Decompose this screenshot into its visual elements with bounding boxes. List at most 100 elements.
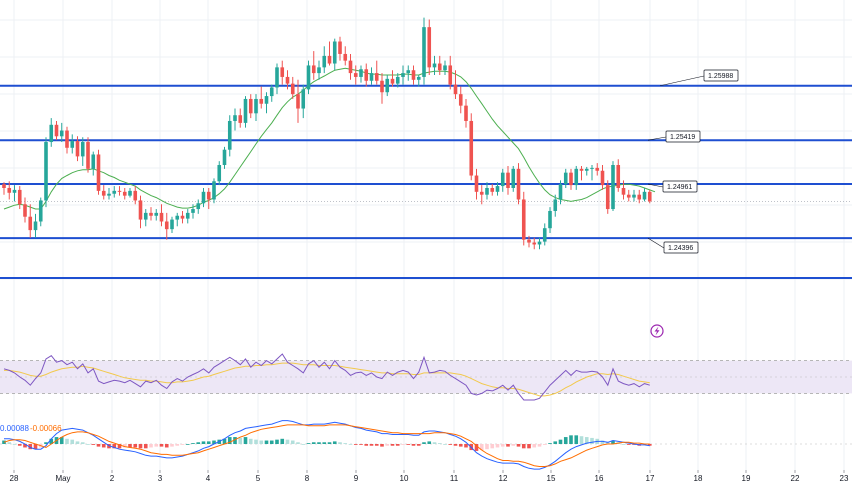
candle-body[interactable] xyxy=(12,189,17,193)
price-level-callout[interactable]: 1.24961 xyxy=(647,180,698,193)
candle-body[interactable] xyxy=(453,84,458,95)
candle-body[interactable] xyxy=(70,141,75,148)
candle-body[interactable] xyxy=(238,115,243,123)
candle-body[interactable] xyxy=(364,69,369,81)
candle-body[interactable] xyxy=(479,191,484,195)
candle-body[interactable] xyxy=(143,212,148,220)
candle-body[interactable] xyxy=(38,200,43,222)
candle-body[interactable] xyxy=(138,200,143,220)
candle-body[interactable] xyxy=(485,187,489,195)
candle-body[interactable] xyxy=(563,172,568,185)
candle-body[interactable] xyxy=(322,55,327,68)
candle-body[interactable] xyxy=(65,130,69,148)
candle-body[interactable] xyxy=(395,76,400,84)
candle-body[interactable] xyxy=(332,41,337,64)
candle-body[interactable] xyxy=(569,172,573,186)
candle-body[interactable] xyxy=(80,142,85,157)
candle-body[interactable] xyxy=(437,63,442,71)
candle-body[interactable] xyxy=(164,221,169,230)
candle-body[interactable] xyxy=(96,154,101,191)
candle-body[interactable] xyxy=(495,186,500,192)
candle-body[interactable] xyxy=(527,239,531,243)
candle-body[interactable] xyxy=(626,194,631,198)
candle-body[interactable] xyxy=(374,73,379,81)
candle-body[interactable] xyxy=(227,120,232,150)
candle-body[interactable] xyxy=(642,191,647,200)
rsi-line[interactable] xyxy=(3,353,650,401)
candle-body[interactable] xyxy=(311,65,316,74)
candle-body[interactable] xyxy=(416,76,421,80)
candle-body[interactable] xyxy=(595,167,600,171)
candle-body[interactable] xyxy=(380,80,384,93)
candle-body[interactable] xyxy=(448,65,453,85)
candle-body[interactable] xyxy=(621,187,626,195)
candle-body[interactable] xyxy=(521,199,526,240)
candle-body[interactable] xyxy=(233,115,237,121)
candle-body[interactable] xyxy=(170,219,174,230)
candle-body[interactable] xyxy=(175,215,180,220)
candle-body[interactable] xyxy=(474,175,479,192)
candle-body[interactable] xyxy=(212,181,216,200)
candle-body[interactable] xyxy=(296,94,300,109)
candle-body[interactable] xyxy=(390,78,395,84)
candle-body[interactable] xyxy=(338,41,342,54)
candle-body[interactable] xyxy=(590,167,594,169)
candle-body[interactable] xyxy=(149,212,153,216)
candle-body[interactable] xyxy=(584,168,589,171)
candle-body[interactable] xyxy=(107,193,111,196)
candle-body[interactable] xyxy=(117,190,122,192)
candle-body[interactable] xyxy=(385,78,390,93)
candle-body[interactable] xyxy=(542,228,547,242)
price-level-callout[interactable]: 1.24396 xyxy=(647,237,699,254)
candle-body[interactable] xyxy=(217,165,222,182)
candle-body[interactable] xyxy=(159,212,164,222)
candle-body[interactable] xyxy=(579,168,584,171)
candle-body[interactable] xyxy=(327,55,332,64)
candle-body[interactable] xyxy=(353,73,358,77)
candle-body[interactable] xyxy=(49,124,54,143)
candle-body[interactable] xyxy=(427,27,432,68)
candle-body[interactable] xyxy=(343,53,348,61)
candle-body[interactable] xyxy=(306,65,311,90)
candle-body[interactable] xyxy=(516,168,521,200)
candle-body[interactable] xyxy=(406,70,411,74)
candle-body[interactable] xyxy=(401,73,405,77)
candle-body[interactable] xyxy=(647,191,652,202)
candle-body[interactable] xyxy=(432,63,437,68)
candle-body[interactable] xyxy=(28,216,33,231)
price-level-callout[interactable]: 1.25419 xyxy=(647,130,701,143)
candle-body[interactable] xyxy=(75,141,80,157)
price-level-callout[interactable]: 1.25988 xyxy=(659,69,739,87)
macd-line[interactable] xyxy=(4,420,650,470)
lightning-icon[interactable] xyxy=(650,324,664,338)
candle-body[interactable] xyxy=(122,191,127,196)
candle-body[interactable] xyxy=(112,190,117,194)
candle-body[interactable] xyxy=(191,209,195,213)
candle-body[interactable] xyxy=(33,221,38,231)
candle-body[interactable] xyxy=(422,27,426,77)
candle-body[interactable] xyxy=(275,67,279,88)
candle-body[interactable] xyxy=(196,203,201,210)
candle-body[interactable] xyxy=(248,98,253,114)
candle-body[interactable] xyxy=(574,168,579,186)
candle-body[interactable] xyxy=(285,76,290,84)
candle-body[interactable] xyxy=(23,204,27,217)
candle-body[interactable] xyxy=(600,170,605,186)
candle-body[interactable] xyxy=(269,87,274,97)
candle-body[interactable] xyxy=(54,124,59,137)
candle-body[interactable] xyxy=(632,194,636,198)
candle-body[interactable] xyxy=(264,96,269,104)
candle-body[interactable] xyxy=(553,199,558,211)
candle-body[interactable] xyxy=(369,73,374,81)
candle-body[interactable] xyxy=(280,67,285,77)
candle-body[interactable] xyxy=(558,184,563,200)
candle-body[interactable] xyxy=(637,194,642,200)
candle-body[interactable] xyxy=(290,83,295,95)
candle-body[interactable] xyxy=(128,190,132,196)
candle-body[interactable] xyxy=(359,69,363,77)
candle-body[interactable] xyxy=(411,70,416,80)
candle-body[interactable] xyxy=(154,212,159,216)
candle-body[interactable] xyxy=(605,185,610,210)
candle-body[interactable] xyxy=(44,142,48,201)
